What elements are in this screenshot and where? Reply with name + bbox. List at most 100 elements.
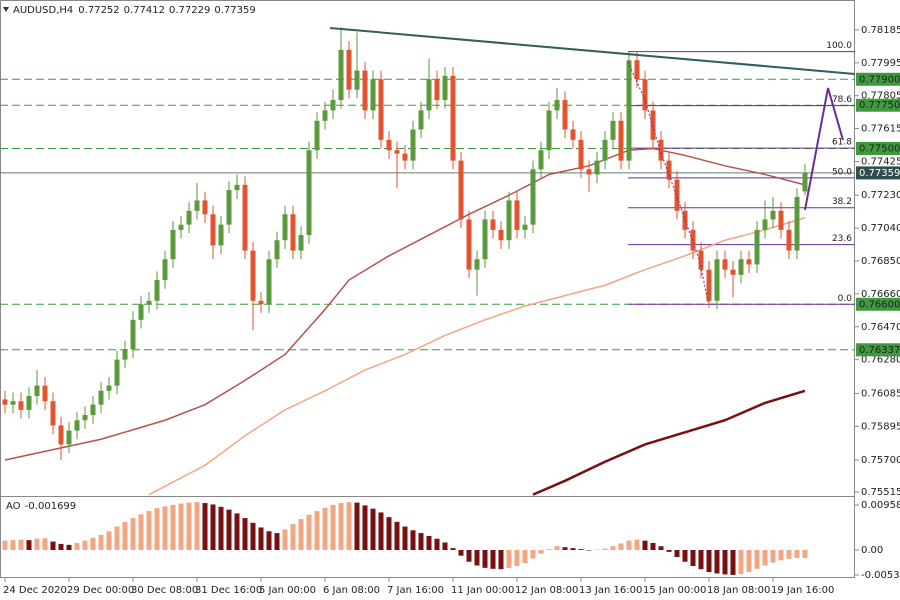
fib-label: 38.2 — [832, 197, 852, 207]
osc-bar — [602, 548, 608, 551]
candle-body — [418, 110, 424, 130]
osc-bar — [202, 503, 208, 551]
candle-body — [178, 224, 184, 230]
candle-body — [346, 49, 352, 90]
osc-bar — [234, 513, 240, 551]
x-tick-label: 6 Jan 08:00 — [323, 585, 380, 596]
osc-bar — [714, 550, 720, 574]
osc-bar — [578, 549, 584, 551]
candle-body — [186, 210, 192, 225]
osc-bar — [82, 540, 88, 551]
y-tick-label: 0.77040 — [861, 223, 900, 234]
osc-bar — [194, 502, 200, 551]
candle-body — [522, 224, 528, 230]
candle-body — [242, 184, 248, 251]
osc-bar — [418, 533, 424, 551]
osc-bar — [266, 531, 272, 551]
osc-bar — [610, 546, 616, 551]
x-tick-label: 19 Jan 16:00 — [771, 585, 834, 596]
candle-body — [546, 110, 552, 151]
candle-body — [490, 219, 496, 230]
y-tick-label: 0.75700 — [861, 455, 900, 466]
candle-body — [106, 385, 112, 391]
osc-bar — [682, 550, 688, 562]
candle-body — [794, 196, 800, 251]
candle-body — [738, 259, 744, 275]
moving-average — [4, 147, 806, 461]
candle-body — [194, 200, 200, 211]
axis-layer: 0.78185 0.77995 0.77805 0.77615 0.77425 0.772… — [3, 25, 900, 596]
osc-bar — [130, 518, 136, 551]
candle-body — [98, 390, 104, 405]
osc-bar — [242, 518, 248, 551]
osc-bar — [290, 524, 296, 551]
candle-body — [154, 280, 160, 301]
candle-body — [730, 269, 736, 275]
candle-body — [498, 229, 504, 241]
last-high: 0.77412 — [124, 5, 165, 16]
osc-bar — [674, 550, 680, 558]
level-label: 0.77500 — [859, 144, 900, 155]
candle-body — [258, 300, 264, 305]
candle-body — [474, 259, 480, 270]
candle-body — [482, 219, 488, 260]
osc-bar — [362, 505, 368, 551]
candle-body — [450, 75, 456, 161]
osc-bar — [562, 547, 568, 551]
osc-bar — [122, 521, 128, 551]
osc-bar — [554, 546, 560, 551]
candle-body — [122, 349, 128, 360]
candle-body — [218, 224, 224, 246]
candle-body — [378, 79, 384, 140]
ma-layer — [4, 147, 806, 496]
candle-body — [354, 70, 360, 90]
candle-body — [770, 210, 776, 220]
osc-bar — [506, 550, 512, 568]
osc-bar — [474, 550, 480, 566]
candle-body — [58, 425, 64, 445]
candle-body — [426, 79, 432, 111]
x-tick-label: 15 Jan 00:00 — [643, 585, 706, 596]
moving-average — [532, 389, 806, 496]
osc-bar — [626, 540, 632, 551]
osc-bar — [530, 550, 536, 559]
x-tick-label: 11 Jan 00:00 — [451, 585, 514, 596]
chart-header: AUDUSD,H4 0.77252 0.77412 0.77229 0.77359 — [13, 5, 256, 16]
candle-body — [34, 385, 40, 396]
candle-body — [762, 219, 768, 230]
candle-body — [674, 179, 680, 211]
osc-bar — [634, 539, 640, 551]
osc-bar — [570, 548, 576, 551]
candle-body — [74, 420, 80, 431]
candle-body — [146, 300, 152, 305]
candle-body — [234, 184, 240, 191]
candle-body — [2, 399, 8, 405]
level-box — [856, 72, 900, 86]
osc-bar — [274, 533, 280, 551]
osc-bar — [458, 550, 464, 556]
candle-body — [442, 75, 448, 101]
osc-bar — [10, 540, 16, 551]
candle-body — [226, 190, 232, 225]
osc-bar — [466, 550, 472, 562]
fib-label: 23.6 — [832, 234, 852, 244]
fib-label: 100.0 — [826, 41, 852, 51]
osc-bar — [794, 550, 800, 558]
osc-bar — [146, 511, 152, 551]
candle-body — [602, 139, 608, 161]
osc-bar — [138, 514, 144, 551]
candle-body — [802, 172, 808, 192]
candle-body — [82, 415, 88, 421]
osc-bar — [58, 543, 64, 551]
candle-body — [250, 250, 256, 301]
candle-body — [50, 401, 56, 426]
osc-bar — [298, 519, 304, 551]
osc-bar — [706, 550, 712, 573]
osc-bar — [490, 550, 496, 569]
x-tick-label: 7 Jan 16:00 — [387, 585, 444, 596]
osc-bar — [514, 550, 520, 566]
y-tick-label: 0.77425 — [861, 156, 900, 167]
osc-bar — [690, 550, 696, 566]
osc-bar — [666, 550, 672, 552]
candle-body — [42, 385, 48, 402]
